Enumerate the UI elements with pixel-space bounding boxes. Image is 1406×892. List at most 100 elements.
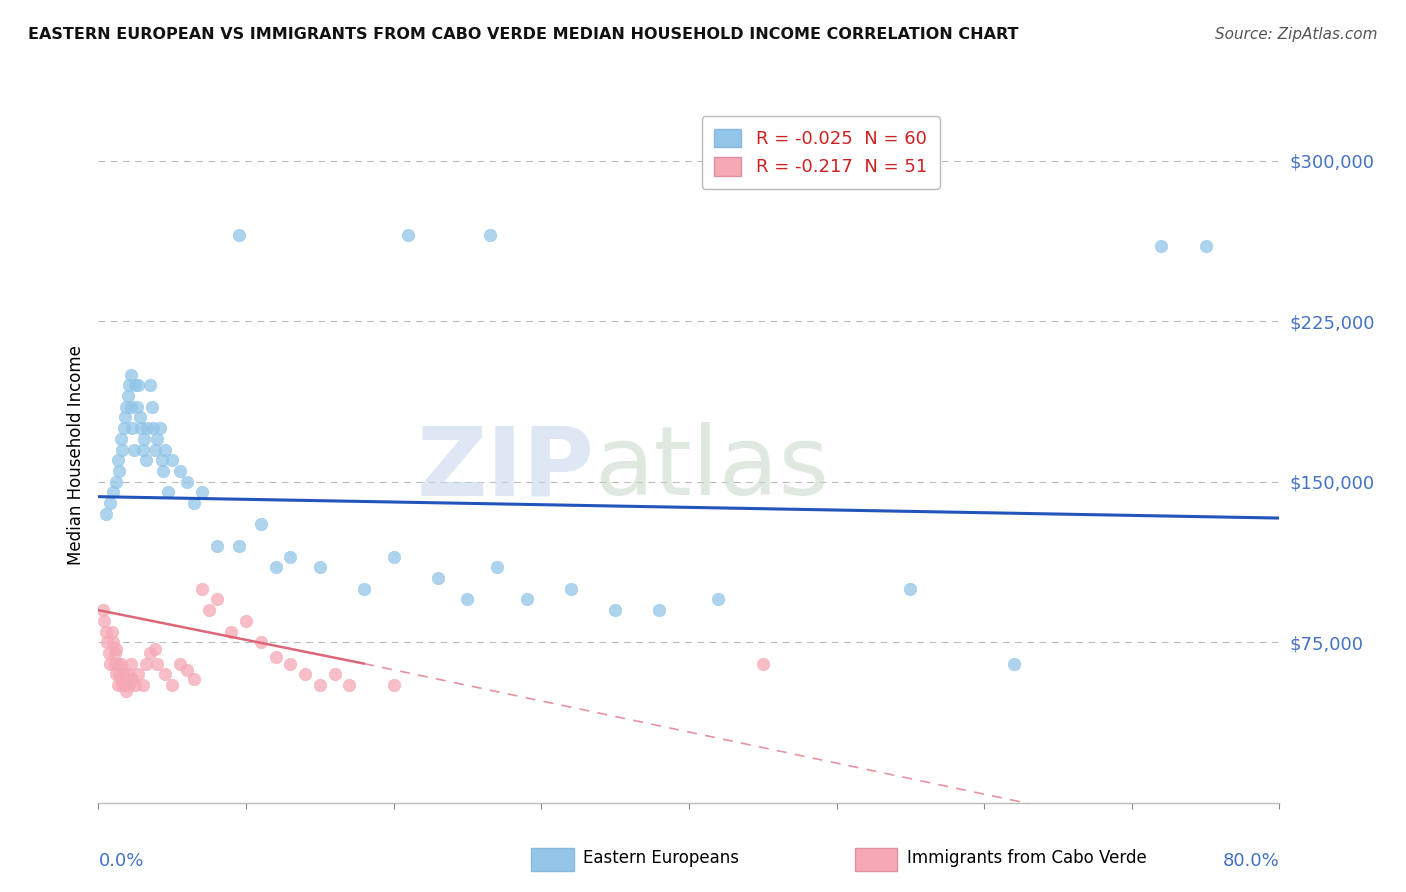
Point <box>152 464 174 478</box>
Point <box>142 421 165 435</box>
Point <box>156 485 179 500</box>
Y-axis label: Median Household Income: Median Household Income <box>66 345 84 565</box>
Point <box>125 400 148 414</box>
Point <box>124 678 146 692</box>
Point <box>162 453 183 467</box>
Point <box>94 507 117 521</box>
Point <box>111 442 134 457</box>
Point <box>103 485 125 500</box>
Point <box>337 678 360 692</box>
Point <box>120 400 142 414</box>
Point <box>278 549 302 564</box>
Point <box>478 228 501 243</box>
Point <box>100 624 122 639</box>
Point <box>93 614 115 628</box>
Point <box>278 657 302 671</box>
Point <box>309 678 332 692</box>
Point <box>91 603 114 617</box>
Point <box>127 667 149 681</box>
Point <box>112 421 135 435</box>
Point <box>205 539 228 553</box>
Point <box>97 646 120 660</box>
Point <box>264 650 287 665</box>
Point <box>169 657 191 671</box>
Point <box>1150 239 1173 253</box>
Point <box>751 657 773 671</box>
Point <box>183 496 205 510</box>
Point <box>115 400 138 414</box>
Point <box>153 442 176 457</box>
Point <box>110 432 132 446</box>
Point <box>153 667 176 681</box>
Point <box>250 635 273 649</box>
Point <box>176 663 198 677</box>
Point <box>111 678 134 692</box>
Point <box>136 421 159 435</box>
Point <box>114 410 136 425</box>
Point <box>162 678 183 692</box>
Point <box>382 678 405 692</box>
Point <box>139 646 162 660</box>
Point <box>103 635 125 649</box>
Point <box>118 378 141 392</box>
Point <box>176 475 198 489</box>
Point <box>110 657 132 671</box>
Point <box>605 603 627 617</box>
Legend: R = -0.025  N = 60, R = -0.217  N = 51: R = -0.025 N = 60, R = -0.217 N = 51 <box>702 116 939 189</box>
Point <box>143 641 166 656</box>
Point <box>107 657 129 671</box>
Point <box>198 603 221 617</box>
Point <box>146 432 169 446</box>
Point <box>382 549 405 564</box>
Point <box>149 421 172 435</box>
Text: Immigrants from Cabo Verde: Immigrants from Cabo Verde <box>907 849 1147 867</box>
Point <box>105 641 128 656</box>
Text: atlas: atlas <box>595 422 830 516</box>
Point <box>169 464 191 478</box>
Point <box>294 667 316 681</box>
Point <box>456 592 478 607</box>
Point <box>105 475 128 489</box>
Point <box>129 421 152 435</box>
Point <box>121 672 143 686</box>
Point <box>183 672 205 686</box>
Point <box>1195 239 1218 253</box>
Point <box>96 635 118 649</box>
Point <box>121 421 143 435</box>
Point <box>112 667 135 681</box>
Point <box>139 378 162 392</box>
Point <box>353 582 375 596</box>
Point <box>120 368 142 382</box>
Point <box>486 560 509 574</box>
Point <box>150 453 173 467</box>
Text: Eastern Europeans: Eastern Europeans <box>583 849 740 867</box>
Point <box>120 657 142 671</box>
Point <box>118 678 141 692</box>
Point <box>427 571 450 585</box>
Point <box>323 667 346 681</box>
Point <box>228 228 250 243</box>
Point <box>396 228 419 243</box>
Point <box>219 624 242 639</box>
Point <box>122 442 145 457</box>
Point <box>900 582 922 596</box>
Point <box>515 592 537 607</box>
Point <box>132 442 155 457</box>
Point <box>98 657 121 671</box>
Point <box>124 378 146 392</box>
Point <box>110 672 132 686</box>
Point <box>94 624 117 639</box>
Point <box>132 678 155 692</box>
Point <box>135 657 157 671</box>
Point <box>250 517 273 532</box>
Text: Source: ZipAtlas.com: Source: ZipAtlas.com <box>1215 27 1378 42</box>
Bar <box>531 848 574 871</box>
Text: 80.0%: 80.0% <box>1223 852 1279 870</box>
Point <box>108 667 131 681</box>
Point <box>191 582 214 596</box>
Point <box>191 485 214 500</box>
Point <box>117 389 139 403</box>
Point <box>117 667 139 681</box>
Point <box>107 678 129 692</box>
Point <box>105 667 128 681</box>
